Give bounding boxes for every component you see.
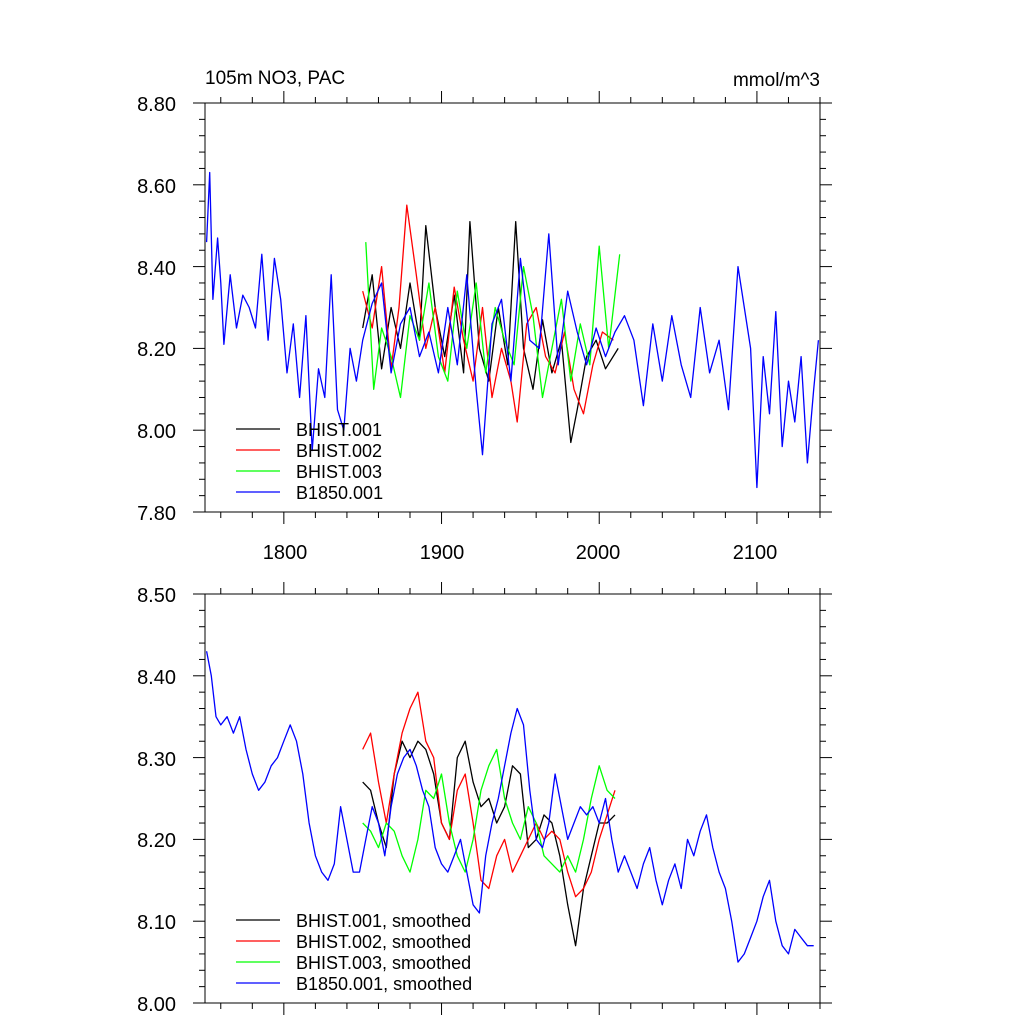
legend-label: BHIST.002 — [296, 441, 382, 461]
legend-label: B1850.001 — [296, 483, 383, 503]
top-panel: 105m NO3, PAC mmol/m^3 8.80 8.60 8.40 8.… — [137, 68, 832, 564]
top-legend: BHIST.001 BHIST.002 BHIST.003 B1850.001 — [236, 420, 383, 503]
top-xtick-label: 1800 — [263, 542, 308, 564]
legend-label: BHIST.001, smoothed — [296, 911, 471, 931]
series-line-b1850-001-smoothed — [205, 651, 814, 963]
series-line-b1850-001 — [205, 171, 820, 489]
legend-label: B1850.001, smoothed — [296, 974, 472, 994]
bottom-panel: 8.50 8.40 8.30 8.20 8.10 8.00 BHIST.001,… — [137, 582, 832, 1016]
top-chart-title: 105m NO3, PAC — [205, 68, 345, 89]
legend-label: BHIST.003 — [296, 462, 382, 482]
legend-label: BHIST.003, smoothed — [296, 953, 471, 973]
bottom-ytick-label: 8.50 — [137, 585, 176, 607]
top-chart-units: mmol/m^3 — [733, 70, 820, 91]
top-ytick-label: 8.60 — [137, 176, 176, 198]
bottom-ytick-label: 8.00 — [137, 994, 176, 1016]
series-line-bhist-001-smoothed — [362, 740, 616, 947]
series-line-bhist-003 — [365, 242, 621, 399]
legend-label: BHIST.001 — [296, 420, 382, 440]
top-ytick-label: 7.80 — [137, 503, 176, 525]
bottom-ytick-label: 8.10 — [137, 912, 176, 934]
bottom-ytick-label: 8.30 — [137, 749, 176, 771]
bottom-axis-ticks — [193, 582, 832, 1015]
top-ytick-label: 8.80 — [137, 94, 176, 116]
bottom-series-lines — [205, 651, 814, 963]
bottom-plot-frame — [204, 593, 821, 1004]
legend-label: BHIST.002, smoothed — [296, 932, 471, 952]
top-xtick-label: 2100 — [733, 542, 778, 564]
bottom-ytick-label: 8.20 — [137, 830, 176, 852]
top-xtick-label: 1900 — [420, 542, 465, 564]
series-line-bhist-003-smoothed — [362, 748, 616, 873]
series-line-bhist-001 — [362, 220, 619, 444]
top-series-lines — [205, 171, 820, 489]
top-xtick-label: 2000 — [576, 542, 621, 564]
bottom-legend: BHIST.001, smoothed BHIST.002, smoothed … — [236, 911, 472, 994]
bottom-ytick-label: 8.40 — [137, 667, 176, 689]
top-plot-frame — [204, 102, 821, 513]
top-ytick-label: 8.00 — [137, 421, 176, 443]
top-ytick-label: 8.40 — [137, 258, 176, 280]
top-ytick-label: 8.20 — [137, 339, 176, 361]
top-axis-ticks — [193, 91, 832, 524]
series-line-bhist-002-smoothed — [362, 691, 616, 898]
series-line-bhist-002 — [362, 204, 614, 423]
